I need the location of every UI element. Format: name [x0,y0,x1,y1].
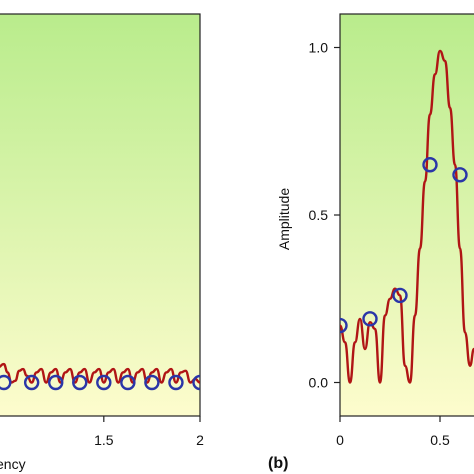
panel-b-curve [340,49,474,384]
panel-a-curve [0,362,200,384]
panel-b-marker [362,311,378,327]
panel-a-marker [96,374,112,391]
panel-a-x-axis-label: ency [0,456,26,472]
panel-b-y-tick-label: 1.0 [309,40,329,56]
panel-b-marker [392,287,408,304]
panel-b-marker [340,317,348,334]
panel-a-marker [144,374,160,391]
panel-b-y-tick-label: 0.5 [309,207,329,223]
panel-a-marker [23,374,40,391]
panel-b-marker [422,157,438,173]
panel-b-marker [452,167,468,183]
panel-b-y-tick-label: 0.0 [309,375,329,391]
panel-b-tag: (b) [268,455,288,472]
panel-a-marker [192,374,200,391]
panel-a-x-tick-label: 1.5 [94,432,114,448]
panel-b: 0.0 0.5 1.0 0 0.5 Amplitude (b) [268,13,474,472]
panel-b-x-tick-label: 0 [336,432,344,448]
panel-a-marker [48,374,64,391]
panel-a-marker [0,374,12,391]
panel-a-marker [72,374,88,391]
panel-a-marker [168,374,184,391]
panel-b-x-tick-label: 0.5 [430,432,450,448]
panel-a-x-tick-label: 2 [196,432,204,448]
panel-a-plot-area [0,13,201,417]
panel-b-plot-area [339,13,474,417]
panel-a: 1.5 2 ency [0,13,204,472]
panel-b-y-axis-label: Amplitude [276,188,292,250]
panel-a-marker [120,374,136,391]
